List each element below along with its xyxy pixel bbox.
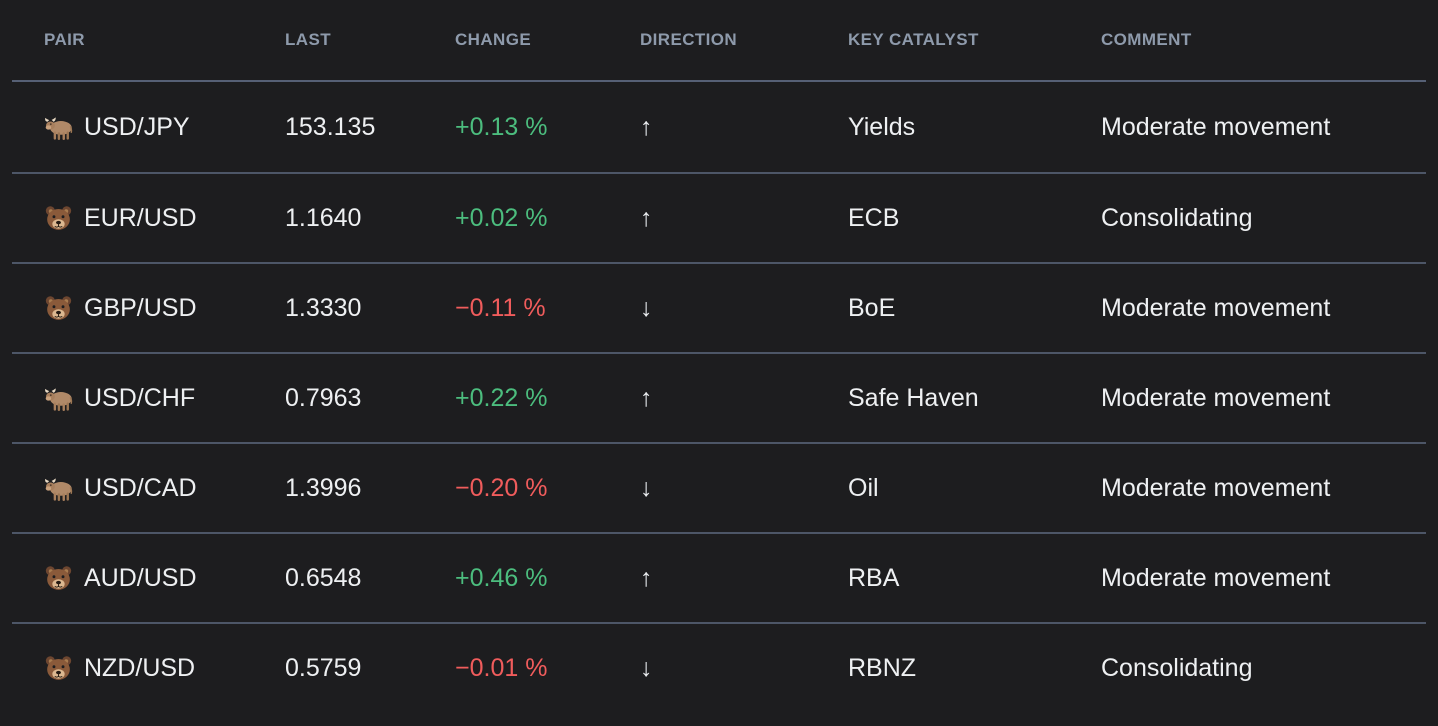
table-row[interactable]: EUR/USD 1.1640 +0.02 % ↑ ECB Consolidati… [12, 172, 1426, 262]
direction-arrow: ↑ [640, 203, 653, 232]
change-percent: −0.01 % [455, 653, 548, 682]
table-row[interactable]: NZD/USD 0.5759 −0.01 % ↓ RBNZ Consolidat… [12, 622, 1426, 712]
direction-arrow: ↑ [640, 383, 653, 412]
table-row[interactable]: USD/CAD 1.3996 −0.20 % ↓ Oil Moderate mo… [12, 442, 1426, 532]
pair-label: EUR/USD [84, 203, 197, 232]
change-percent: +0.13 % [455, 112, 548, 141]
key-catalyst: Yields [848, 112, 916, 141]
pair-label: GBP/USD [84, 293, 197, 322]
bear-icon [44, 564, 73, 593]
direction-arrow: ↓ [640, 653, 653, 682]
last-price: 0.7963 [285, 383, 362, 412]
direction-arrow: ↓ [640, 473, 653, 502]
fx-pairs-table: PAIR LAST CHANGE DIRECTION KEY CATALYST … [12, 0, 1426, 712]
comment-text: Moderate movement [1101, 293, 1331, 322]
change-percent: +0.46 % [455, 563, 548, 592]
change-percent: +0.02 % [455, 203, 548, 232]
pair-label: USD/CHF [84, 383, 196, 412]
bear-icon [44, 294, 73, 323]
comment-text: Moderate movement [1101, 473, 1331, 502]
last-price: 1.3996 [285, 473, 362, 502]
change-percent: −0.20 % [455, 473, 548, 502]
direction-arrow: ↑ [640, 112, 653, 141]
pair-label: USD/CAD [84, 473, 197, 502]
column-header-catalyst: KEY CATALYST [848, 30, 979, 49]
pair-label: NZD/USD [84, 653, 196, 682]
last-price: 1.3330 [285, 293, 362, 322]
bull-icon [44, 113, 73, 142]
pair-cell: AUD/USD [44, 564, 285, 593]
table-row[interactable]: GBP/USD 1.3330 −0.11 % ↓ BoE Moderate mo… [12, 262, 1426, 352]
pair-cell: NZD/USD [44, 654, 285, 683]
pair-cell: USD/CAD [44, 474, 285, 503]
bull-icon [44, 384, 73, 413]
comment-text: Moderate movement [1101, 383, 1331, 412]
table-row[interactable]: USD/JPY 153.135 +0.13 % ↑ Yields Moderat… [12, 82, 1426, 172]
table-row[interactable]: AUD/USD 0.6548 +0.46 % ↑ RBA Moderate mo… [12, 532, 1426, 622]
column-header-comment: COMMENT [1101, 30, 1192, 49]
table-header-row: PAIR LAST CHANGE DIRECTION KEY CATALYST … [12, 0, 1426, 82]
column-header-direction: DIRECTION [640, 30, 738, 49]
key-catalyst: RBA [848, 563, 900, 592]
key-catalyst: ECB [848, 203, 900, 232]
pair-cell: USD/CHF [44, 384, 285, 413]
pair-cell: EUR/USD [44, 204, 285, 233]
bear-icon [44, 654, 73, 683]
direction-arrow: ↓ [640, 293, 653, 322]
last-price: 0.5759 [285, 653, 362, 682]
comment-text: Consolidating [1101, 203, 1253, 232]
bear-icon [44, 204, 73, 233]
last-price: 1.1640 [285, 203, 362, 232]
last-price: 0.6548 [285, 563, 362, 592]
key-catalyst: BoE [848, 293, 896, 322]
column-header-pair: PAIR [44, 30, 85, 49]
table-row[interactable]: USD/CHF 0.7963 +0.22 % ↑ Safe Haven Mode… [12, 352, 1426, 442]
last-price: 153.135 [285, 112, 376, 141]
pair-label: USD/JPY [84, 112, 190, 141]
change-percent: +0.22 % [455, 383, 548, 412]
pair-label: AUD/USD [84, 563, 197, 592]
key-catalyst: Oil [848, 473, 879, 502]
direction-arrow: ↑ [640, 563, 653, 592]
comment-text: Moderate movement [1101, 563, 1331, 592]
pair-cell: USD/JPY [44, 113, 285, 142]
pair-cell: GBP/USD [44, 294, 285, 323]
column-header-last: LAST [285, 30, 331, 49]
comment-text: Moderate movement [1101, 112, 1331, 141]
comment-text: Consolidating [1101, 653, 1253, 682]
key-catalyst: Safe Haven [848, 383, 979, 412]
key-catalyst: RBNZ [848, 653, 917, 682]
column-header-change: CHANGE [455, 30, 532, 49]
table-body: USD/JPY 153.135 +0.13 % ↑ Yields Moderat… [12, 82, 1426, 712]
change-percent: −0.11 % [455, 293, 546, 322]
bull-icon [44, 474, 73, 503]
